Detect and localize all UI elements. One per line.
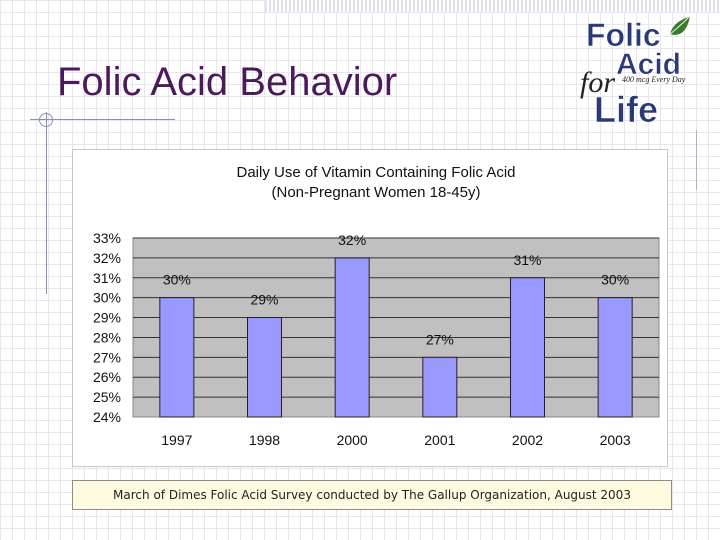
logo-acid-text: Acid <box>616 48 681 81</box>
bar <box>334 257 370 418</box>
x-axis-ticks: 1997 1998 2000 2001 2002 2003 <box>161 432 631 448</box>
data-label: 27% <box>426 331 454 347</box>
source-footer: March of Dimes Folic Acid Survey conduct… <box>72 480 672 510</box>
chart-title: Daily Use of Vitamin Containing Folic Ac… <box>236 164 515 181</box>
data-label: 30% <box>601 272 629 288</box>
y-tick-label: 25% <box>93 389 121 405</box>
leaf-icon <box>669 15 691 35</box>
slide-title: Folic Acid Behavior <box>57 60 398 104</box>
x-tick-label: 1997 <box>161 432 192 448</box>
data-labels: 30% 29% 32% 27% 31% 30% <box>163 232 629 347</box>
logo-graphic: Folic Acid for 400 mcg Every Day Life <box>580 15 691 130</box>
folic-acid-for-life-logo: Folic Acid for 400 mcg Every Day Life <box>578 12 696 130</box>
y-tick-label: 24% <box>93 409 121 425</box>
y-tick-label: 30% <box>93 290 121 306</box>
bar <box>597 297 633 418</box>
y-tick-label: 32% <box>93 250 121 266</box>
decorative-right-line <box>696 130 697 190</box>
logo-life-text: Life <box>594 89 658 128</box>
decorative-vertical-line <box>46 112 47 294</box>
y-tick-label: 29% <box>93 310 121 326</box>
y-axis-ticks: 24% 25% 26% 27% 28% 29% 30% 31% 32% 33% <box>93 230 121 425</box>
data-label: 31% <box>513 252 541 268</box>
x-tick-label: 2000 <box>337 432 368 448</box>
chart-frame: Daily Use of Vitamin Containing Folic Ac… <box>72 149 668 467</box>
bar <box>422 356 458 418</box>
y-tick-label: 31% <box>93 270 121 286</box>
gridlines <box>133 237 659 398</box>
chart-subtitle: (Non-Pregnant Women 18-45y) <box>272 184 481 201</box>
bar-chart: Daily Use of Vitamin Containing Folic Ac… <box>93 164 660 448</box>
bars <box>159 257 633 418</box>
decorative-circle <box>39 113 53 127</box>
bar <box>510 277 545 418</box>
data-label: 29% <box>250 292 278 308</box>
y-tick-label: 28% <box>93 329 121 345</box>
top-decorative-band <box>265 0 720 12</box>
y-tick-label: 33% <box>93 230 121 246</box>
bar <box>159 297 195 418</box>
bar <box>247 317 282 418</box>
decorative-horizontal-line <box>30 119 175 120</box>
x-tick-label: 2003 <box>600 432 631 448</box>
x-tick-label: 2001 <box>424 432 455 448</box>
y-tick-label: 27% <box>93 349 121 365</box>
logo-for-text: for <box>580 66 615 99</box>
x-tick-label: 2002 <box>512 432 543 448</box>
y-tick-label: 26% <box>93 369 121 385</box>
data-label: 30% <box>163 272 191 288</box>
data-label: 32% <box>338 232 366 248</box>
x-tick-label: 1998 <box>249 432 280 448</box>
logo-folic-text: Folic <box>586 17 661 53</box>
logo-tagline-text: 400 mcg Every Day <box>622 75 686 84</box>
plot-area <box>132 237 660 418</box>
